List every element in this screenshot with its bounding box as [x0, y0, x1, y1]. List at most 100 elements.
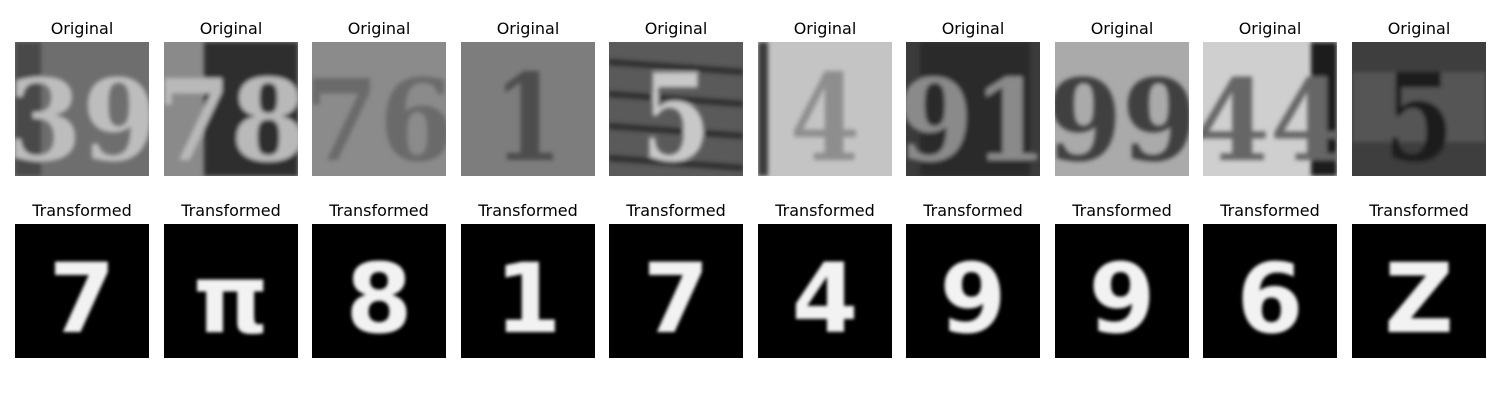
original-title: Original — [793, 19, 857, 38]
background-stripe — [609, 91, 743, 107]
transformed-image: 7 — [609, 224, 743, 358]
image-background — [609, 224, 743, 358]
dark-panel — [204, 42, 298, 176]
image-background — [758, 224, 892, 358]
image-background — [1055, 224, 1189, 358]
digit-glyph: 9 — [940, 243, 1007, 355]
transformed-image: 9 — [1055, 224, 1189, 358]
digit-glyph: 4 — [790, 48, 860, 176]
original-title: Original — [199, 19, 263, 38]
digit-glyph: 1 — [495, 243, 562, 355]
original-title: Original — [644, 19, 708, 38]
transformed-image: 1 — [461, 224, 595, 358]
image-background — [461, 42, 595, 176]
background-stripe — [609, 123, 743, 139]
original-title: Original — [941, 19, 1005, 38]
image-background — [15, 224, 149, 358]
original-image: 39 — [15, 42, 149, 176]
digit-glyph: 7 — [643, 243, 710, 355]
digit-glyph: 78 — [164, 56, 298, 176]
image-background — [758, 42, 892, 176]
original-image: 4 — [758, 42, 892, 176]
original-title: Original — [347, 19, 411, 38]
transformed-title: Transformed — [181, 201, 281, 220]
digit-glyph: 39 — [15, 56, 149, 176]
dark-panel — [920, 42, 1030, 176]
digit-image: 5 — [609, 42, 743, 176]
image-background — [1352, 224, 1486, 358]
digit-glyph: 4 — [792, 243, 859, 355]
transformed-title: Transformed — [626, 201, 726, 220]
digit-image: 7 — [15, 224, 149, 358]
dark-panel — [1311, 42, 1337, 176]
digit-glyph: 5 — [641, 48, 711, 176]
background-stripe — [609, 59, 743, 75]
transformed-title: Transformed — [329, 201, 429, 220]
digit-image: 91 — [906, 42, 1040, 176]
digit-glyph: 5 — [1384, 48, 1454, 176]
digit-image: 1 — [461, 224, 595, 358]
original-image: 5 — [1352, 42, 1486, 176]
digit-image: 76 — [312, 42, 446, 176]
original-title: Original — [1238, 19, 1302, 38]
digit-image: 78 — [164, 42, 298, 176]
digit-glyph: 76 — [312, 56, 446, 176]
transformed-title: Transformed — [923, 201, 1023, 220]
original-image: 91 — [906, 42, 1040, 176]
original-image: 78 — [164, 42, 298, 176]
digit-glyph: 7 — [49, 243, 116, 355]
image-background — [312, 42, 446, 176]
transformed-image: 9 — [906, 224, 1040, 358]
digit-image: 1 — [461, 42, 595, 176]
digit-image: 4 — [758, 224, 892, 358]
transformed-image: Z — [1352, 224, 1486, 358]
original-image: 1 — [461, 42, 595, 176]
dark-panel — [15, 42, 41, 176]
digit-glyph: 99 — [1055, 56, 1189, 176]
original-image: 44 — [1203, 42, 1337, 176]
digit-glyph: 9 — [1089, 243, 1156, 355]
digit-image: 5 — [1352, 42, 1486, 176]
digit-image: π — [164, 224, 298, 358]
digit-image: 9 — [1055, 224, 1189, 358]
digit-glyph: 8 — [346, 243, 413, 355]
image-background — [312, 224, 446, 358]
transformed-image: 6 — [1203, 224, 1337, 358]
digit-glyph: 44 — [1203, 56, 1337, 176]
image-background — [164, 224, 298, 358]
digit-image: 7 — [609, 224, 743, 358]
image-background — [1055, 42, 1189, 176]
dark-panel — [758, 42, 768, 176]
transformed-image: π — [164, 224, 298, 358]
digit-glyph: 1 — [493, 48, 563, 176]
image-background — [906, 224, 1040, 358]
transformed-title: Transformed — [1072, 201, 1172, 220]
original-title: Original — [496, 19, 560, 38]
digit-image: 9 — [906, 224, 1040, 358]
digit-glyph: Z — [1384, 243, 1454, 355]
original-title: Original — [1387, 19, 1451, 38]
original-image: 99 — [1055, 42, 1189, 176]
digit-glyph: 91 — [906, 56, 1040, 176]
digit-image: Z — [1352, 224, 1486, 358]
original-title: Original — [1090, 19, 1154, 38]
digit-image: 99 — [1055, 42, 1189, 176]
original-image: 5 — [609, 42, 743, 176]
transformed-title: Transformed — [478, 201, 578, 220]
digit-image: 8 — [312, 224, 446, 358]
digit-image: 44 — [1203, 42, 1337, 176]
image-background — [461, 224, 595, 358]
original-title: Original — [50, 19, 114, 38]
transformed-title: Transformed — [32, 201, 132, 220]
digit-glyph: π — [193, 243, 269, 355]
transformed-title: Transformed — [1369, 201, 1469, 220]
digit-glyph: 6 — [1237, 243, 1304, 355]
transformed-image: 7 — [15, 224, 149, 358]
image-background — [1203, 224, 1337, 358]
transformed-title: Transformed — [1220, 201, 1320, 220]
background-stripe — [609, 155, 743, 171]
transformed-image: 8 — [312, 224, 446, 358]
transformed-title: Transformed — [775, 201, 875, 220]
dark-panel — [1352, 72, 1486, 142]
